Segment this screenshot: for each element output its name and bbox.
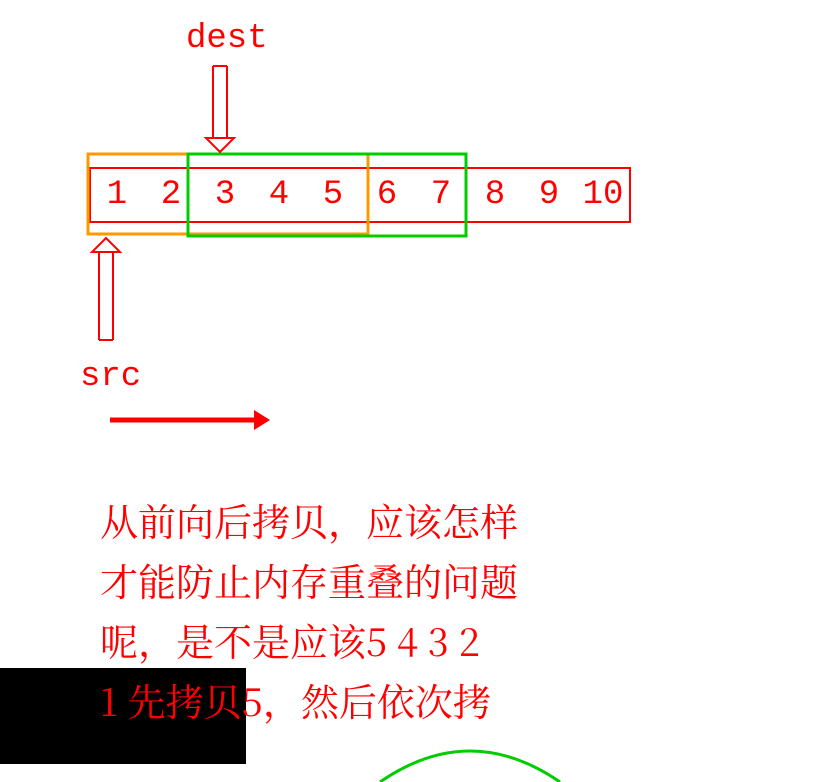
array-cell: 6 (360, 168, 414, 222)
array-cell: 4 (252, 168, 306, 222)
green-curve (380, 751, 560, 782)
array-cell: 10 (576, 168, 630, 222)
array-cell: 9 (522, 168, 576, 222)
paragraph-line: 呢，是不是应该5 4 3 2 (100, 610, 518, 670)
paragraph: 从前向后拷贝，应该怎样才能防止内存重叠的问题呢，是不是应该5 4 3 21 先拷… (100, 490, 518, 730)
array-cell: 5 (306, 168, 360, 222)
right-arrow (110, 410, 270, 430)
array-cell: 1 (90, 168, 144, 222)
array-cell: 3 (198, 168, 252, 222)
paragraph-line: 从前向后拷贝，应该怎样 (100, 490, 518, 550)
paragraph-line: 1 先拷贝5，然后依次拷 (100, 670, 518, 730)
dest-arrow (206, 66, 234, 152)
array-cell: 2 (144, 168, 198, 222)
paragraph-line: 才能防止内存重叠的问题 (100, 550, 518, 610)
src-label: src (80, 358, 141, 396)
src-arrow (92, 238, 120, 340)
array-cell: 8 (468, 168, 522, 222)
array-cell: 7 (414, 168, 468, 222)
